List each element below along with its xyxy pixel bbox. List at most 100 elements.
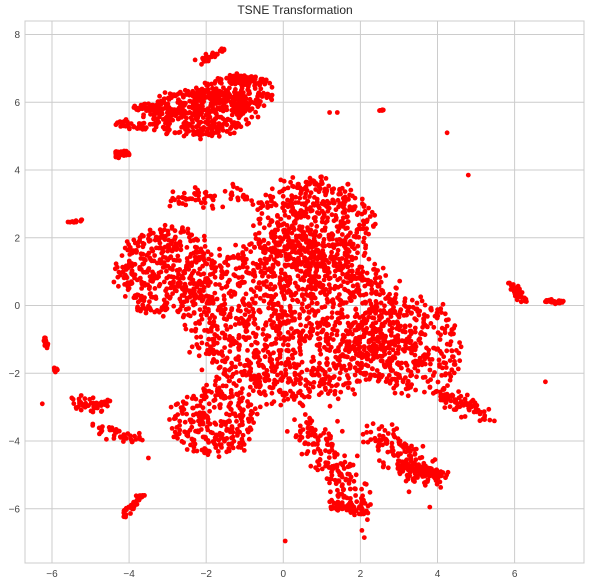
data-point (167, 203, 173, 209)
data-point (209, 312, 215, 318)
data-point (255, 97, 261, 103)
data-point (206, 448, 211, 454)
data-point (367, 489, 373, 495)
data-point (339, 202, 345, 208)
data-point (269, 84, 275, 90)
data-point (187, 281, 193, 286)
data-point (278, 376, 284, 382)
data-point (350, 283, 356, 289)
data-point (165, 263, 171, 269)
data-point (345, 214, 350, 220)
data-point (377, 292, 383, 298)
data-point (245, 84, 251, 90)
data-point (276, 348, 282, 353)
data-point (198, 334, 204, 340)
data-point (428, 361, 433, 367)
data-point (361, 535, 367, 540)
data-point (334, 332, 340, 338)
data-point (391, 310, 397, 315)
data-point (395, 350, 401, 356)
data-point (224, 449, 230, 455)
data-point (263, 337, 269, 342)
data-point (319, 390, 324, 396)
data-point (203, 131, 209, 137)
data-point (437, 362, 442, 367)
data-point (356, 290, 362, 296)
data-point (114, 264, 120, 270)
data-point (268, 254, 274, 259)
data-point (244, 328, 250, 334)
data-point (253, 381, 259, 386)
data-point (336, 348, 341, 354)
data-point (237, 104, 243, 109)
data-point (157, 93, 163, 99)
data-point (247, 75, 253, 80)
data-point (261, 103, 267, 109)
data-point (115, 274, 121, 280)
data-point (275, 372, 280, 378)
data-point (210, 104, 215, 109)
data-point (292, 364, 297, 370)
data-point (317, 383, 322, 389)
data-point (217, 442, 223, 448)
data-point (53, 366, 58, 372)
data-point (248, 408, 254, 414)
data-point (197, 321, 203, 326)
data-point (312, 239, 318, 245)
data-point (362, 481, 368, 487)
data-point (212, 274, 218, 280)
data-point (390, 347, 396, 353)
data-point (324, 292, 329, 298)
data-point (264, 260, 269, 266)
data-point (448, 331, 454, 337)
data-point (199, 340, 205, 346)
data-point (310, 365, 316, 371)
data-point (141, 112, 147, 118)
data-point (125, 280, 131, 285)
data-point (222, 188, 228, 194)
data-point (435, 307, 440, 312)
data-point (240, 407, 246, 413)
data-point (236, 347, 242, 352)
data-point (422, 473, 428, 479)
data-point (257, 221, 263, 226)
data-point (261, 389, 267, 395)
data-point (326, 431, 332, 437)
data-point (302, 440, 308, 446)
data-point (298, 277, 304, 282)
data-point (320, 248, 326, 253)
data-point (82, 402, 87, 407)
data-point (320, 368, 326, 373)
data-point (335, 494, 341, 499)
data-point (180, 411, 185, 416)
data-point (363, 370, 369, 376)
data-point (172, 235, 178, 241)
data-point (304, 420, 309, 425)
data-point (264, 401, 269, 407)
data-points (39, 46, 566, 544)
data-point (377, 433, 382, 438)
data-point (290, 297, 295, 303)
data-point (298, 235, 304, 241)
data-point (219, 303, 224, 308)
data-point (294, 185, 300, 191)
data-point (457, 404, 463, 410)
data-point (212, 397, 218, 403)
data-point (324, 460, 330, 466)
data-point (98, 429, 104, 435)
data-point (233, 87, 238, 92)
data-point (359, 273, 364, 278)
data-point (217, 48, 223, 54)
data-point (304, 206, 310, 212)
data-point (292, 350, 298, 356)
data-point (420, 360, 425, 366)
data-point (315, 331, 320, 337)
data-point (419, 468, 424, 474)
data-point (289, 193, 295, 199)
data-point (402, 441, 408, 447)
data-point (129, 439, 135, 445)
data-point (297, 312, 303, 317)
data-point (275, 213, 280, 218)
data-point (439, 325, 445, 331)
data-point (221, 371, 227, 377)
